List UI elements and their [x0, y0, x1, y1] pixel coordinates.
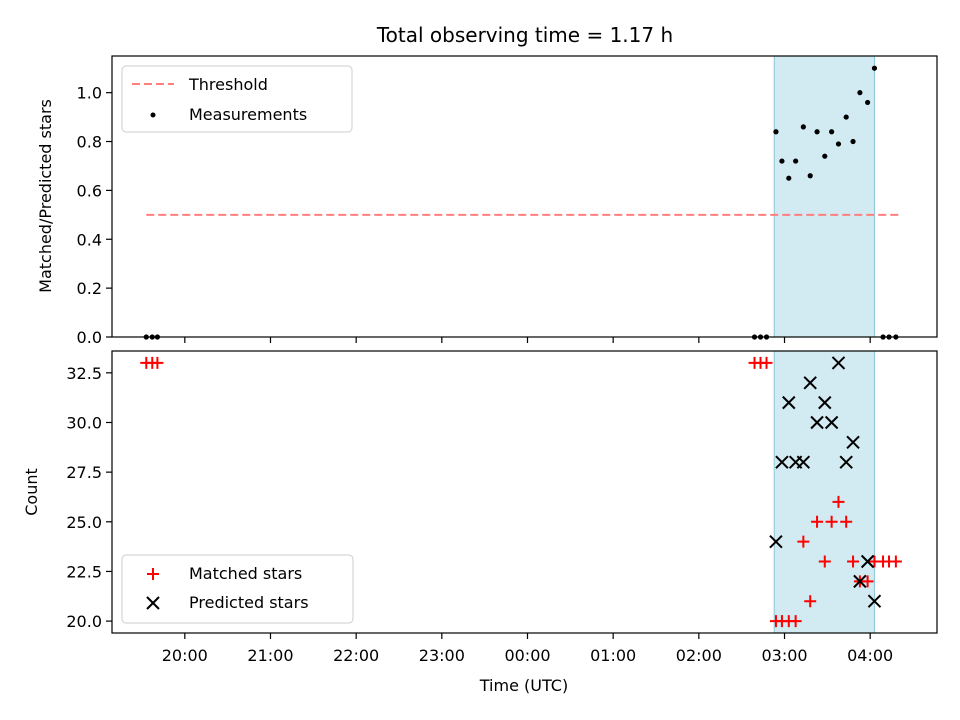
- predicted-stars-point-10: [839, 455, 853, 469]
- x-tick-label: 22:00: [333, 646, 379, 665]
- bottom-plot-frame: [111, 350, 938, 634]
- predicted-stars-point-12: [853, 574, 867, 589]
- bottom-observing-window: [773, 350, 875, 634]
- matched-stars-point-5: [760, 356, 773, 369]
- matched-stars-point-12: [811, 515, 824, 528]
- x-tick-label: 01:00: [590, 646, 636, 665]
- matched-stars-point-10: [797, 535, 810, 548]
- measurements-point-13: [822, 153, 828, 159]
- matched-stars-point-15: [832, 495, 845, 508]
- x-tick-label: 02:00: [676, 646, 722, 665]
- measurements-point-6: [773, 129, 779, 135]
- predicted-stars-point-11: [846, 435, 860, 450]
- bottom-y-tick-label: 22.5: [66, 562, 102, 581]
- measurements-point-9: [793, 158, 799, 164]
- bottom-legend: Matched stars Predicted stars: [121, 554, 354, 624]
- top-panel: 0.0 0.2 0.4 0.6 0.8 1.0 Matched/Predicted sta…: [36, 55, 938, 347]
- predicted-stars-point-2: [782, 395, 796, 410]
- matched-stars-point-13: [818, 555, 831, 568]
- top-y-tick-label: 1.0: [77, 84, 102, 103]
- matched-stars-point-16: [840, 515, 853, 528]
- top-y-tick-label: 0.4: [77, 230, 102, 249]
- measurements-legend-label: Measurements: [189, 105, 307, 124]
- measurements-point-8: [786, 175, 792, 181]
- measurements-point-17: [850, 138, 856, 145]
- top-y-tick-label: 0.8: [77, 133, 102, 152]
- matched-stars-point-11: [804, 595, 817, 608]
- top-y-axis-label: Matched/Predicted stars: [36, 99, 55, 293]
- matched-stars-point-19: [861, 575, 874, 588]
- top-y-tick-label: 0.2: [77, 279, 102, 298]
- top-observing-window: [773, 55, 875, 338]
- measurements-point-12: [814, 129, 820, 135]
- bottom-y-tick-label: 20.0: [66, 612, 102, 631]
- top-y-tick-label: 0.0: [77, 328, 102, 347]
- matched-stars-point-17: [847, 555, 860, 568]
- x-tick-label: 21:00: [247, 646, 293, 665]
- matched-stars-point-14: [825, 515, 838, 528]
- measurements-point-7: [779, 158, 785, 164]
- measurements-legend-handle: [150, 112, 156, 118]
- bottom-panel: 20.0 22.5 25.0 27.5 30.0 32.5 20:00 21:00 22:00…: [22, 350, 938, 695]
- bottom-y-tick-label: 30.0: [66, 413, 102, 432]
- measurements-point-20: [871, 65, 878, 71]
- measurements-point-10: [800, 124, 806, 130]
- predicted-stars-legend-handle: [146, 596, 160, 610]
- top-legend: Threshold Measurements: [121, 65, 353, 133]
- top-y-tick-label: 0.6: [77, 181, 102, 200]
- predicted-stars-point-6: [810, 415, 824, 430]
- matched-stars-point-9: [789, 615, 802, 628]
- x-tick-label: 23:00: [419, 646, 465, 665]
- threshold-legend-label: Threshold: [188, 75, 268, 94]
- measurements-point-14: [829, 129, 835, 135]
- predicted-stars-point-8: [824, 415, 839, 430]
- measurements-point-11: [807, 173, 813, 179]
- predicted-stars-point-13: [860, 554, 875, 569]
- matched-stars-legend-handle: [147, 568, 159, 580]
- predicted-stars-point-7: [818, 395, 832, 410]
- chart-title: Total observing time = 1.17 h: [376, 23, 673, 47]
- x-tick-label: 00:00: [504, 646, 550, 665]
- x-tick-label: 20:00: [162, 646, 208, 665]
- bottom-y-tick-label: 27.5: [66, 463, 102, 482]
- predicted-stars-point-14: [867, 594, 882, 608]
- bottom-y-axis-label: Count: [22, 468, 41, 516]
- x-axis-label: Time (UTC): [479, 676, 568, 695]
- matched-stars-legend-label: Matched stars: [189, 564, 302, 583]
- predicted-stars-point-9: [831, 356, 846, 370]
- matched-stars-point-23: [889, 555, 902, 568]
- measurements-point-18: [857, 90, 863, 96]
- predicted-stars-point-0: [769, 534, 783, 549]
- predicted-stars-point-5: [803, 376, 817, 390]
- top-plot-frame: [111, 55, 938, 338]
- bottom-y-tick-label: 25.0: [66, 513, 102, 532]
- predicted-stars-point-1: [775, 455, 789, 469]
- measurements-point-16: [843, 114, 849, 120]
- predicted-stars-legend-label: Predicted stars: [189, 593, 309, 612]
- x-tick-label: 04:00: [847, 646, 893, 665]
- predicted-stars-point-4: [796, 455, 811, 469]
- matched-stars-point-2: [151, 356, 164, 369]
- measurements-point-19: [865, 99, 871, 106]
- x-tick-label: 03:00: [761, 646, 807, 665]
- measurements-point-15: [835, 141, 842, 147]
- bottom-y-tick-label: 32.5: [66, 364, 102, 383]
